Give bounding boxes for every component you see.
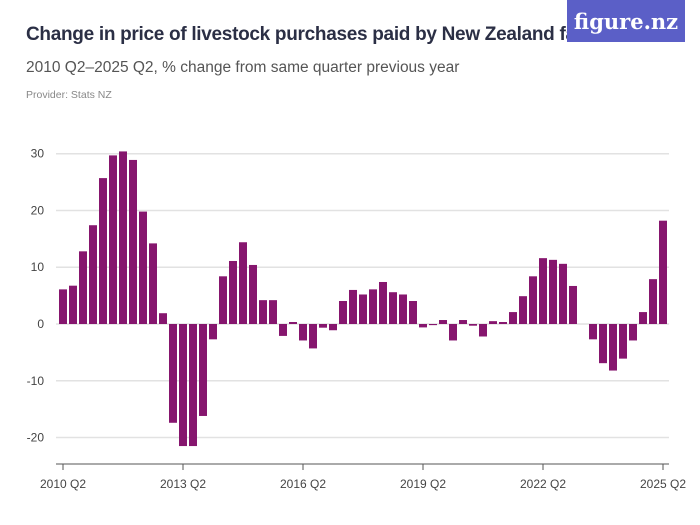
bar	[359, 294, 367, 324]
bar	[299, 324, 307, 341]
bar	[549, 259, 557, 324]
bar	[449, 324, 457, 341]
bar	[109, 155, 117, 324]
x-tick-label: 2025 Q2	[640, 477, 686, 491]
bar	[439, 320, 447, 324]
bar	[659, 220, 667, 324]
bar	[319, 324, 327, 328]
bar	[149, 243, 157, 324]
y-tick-label: 10	[31, 260, 45, 274]
bar	[379, 281, 387, 324]
bar	[569, 285, 577, 324]
bar	[629, 324, 637, 341]
bar	[239, 242, 247, 324]
bar	[429, 324, 437, 326]
bar	[389, 292, 397, 324]
bar	[249, 264, 257, 324]
bar	[139, 211, 147, 324]
x-tick-label: 2016 Q2	[280, 477, 326, 491]
bar	[229, 260, 237, 324]
y-tick-label: 20	[31, 203, 45, 217]
bar	[639, 312, 647, 324]
bar	[649, 279, 657, 324]
bar	[489, 321, 497, 324]
chart-title: Change in price of livestock purchases p…	[26, 24, 610, 45]
x-tick-label: 2010 Q2	[40, 477, 86, 491]
bar	[519, 296, 527, 324]
bar	[469, 324, 477, 326]
y-tick-label: -10	[27, 374, 45, 388]
bar	[599, 324, 607, 364]
x-tick-label: 2022 Q2	[520, 477, 566, 491]
bar	[329, 324, 337, 331]
bar	[349, 289, 357, 324]
bar	[259, 300, 267, 324]
bar	[59, 289, 67, 324]
chart-subtitle: 2010 Q2–2025 Q2, % change from same quar…	[26, 59, 460, 76]
bar	[589, 324, 597, 340]
bar	[99, 178, 107, 324]
bar	[89, 225, 97, 324]
bar	[369, 289, 377, 324]
figure-nz-logo[interactable]: figure.nz	[567, 0, 685, 42]
bar	[269, 300, 277, 324]
bar	[189, 324, 197, 447]
bar	[609, 324, 617, 371]
bar	[69, 285, 77, 324]
bar	[129, 159, 137, 324]
bar	[499, 322, 507, 324]
bar	[399, 294, 407, 324]
bar	[309, 324, 317, 349]
bar	[539, 258, 547, 324]
x-tick-label: 2013 Q2	[160, 477, 206, 491]
x-tick-label: 2019 Q2	[400, 477, 446, 491]
y-tick-label: -20	[27, 431, 45, 445]
bar	[529, 276, 537, 324]
bar	[479, 324, 487, 337]
bar	[619, 324, 627, 359]
bar	[419, 324, 427, 328]
bar	[279, 324, 287, 336]
bar	[459, 320, 467, 324]
bar	[179, 324, 187, 447]
bar	[79, 251, 87, 324]
bar	[559, 263, 567, 324]
bar	[219, 276, 227, 324]
bar	[409, 301, 417, 324]
y-tick-label: 0	[37, 317, 44, 331]
bar	[509, 312, 517, 324]
bar	[199, 324, 207, 416]
bar	[119, 151, 127, 324]
bar	[289, 322, 297, 324]
provider-label: Provider: Stats NZ	[26, 89, 112, 101]
bar	[339, 301, 347, 324]
bar	[209, 324, 217, 340]
y-tick-label: 30	[31, 147, 45, 161]
bar	[159, 313, 167, 324]
bar	[169, 324, 177, 423]
